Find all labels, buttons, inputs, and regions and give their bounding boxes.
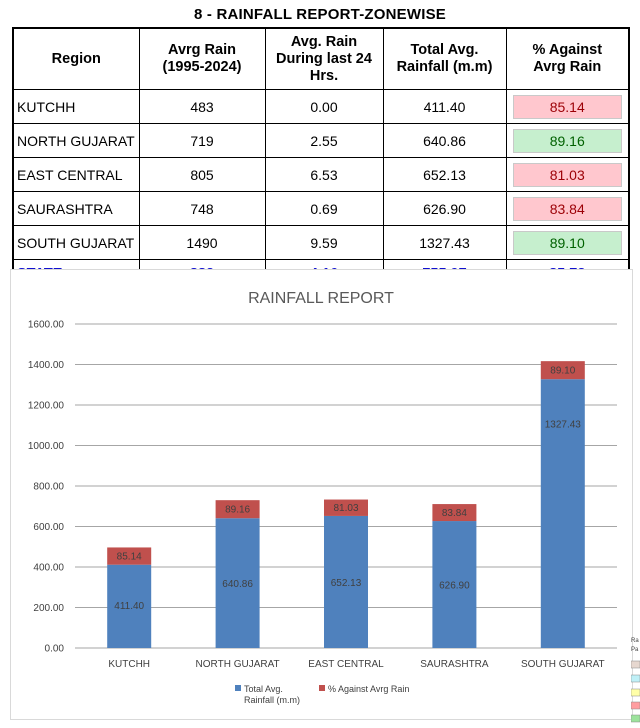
- bar-pct-against-avg: [432, 504, 477, 522]
- report-title: 8 - RAINFALL REPORT-ZONEWISE: [193, 6, 446, 23]
- avg-cell: 483: [138, 89, 266, 124]
- bar-pct-against-avg: [540, 361, 585, 380]
- data-label: 1327.43: [545, 420, 582, 431]
- legend-swatch-total: [235, 685, 241, 691]
- last24-cell: 6.53: [264, 157, 384, 192]
- x-tick-label: KUTCHH: [108, 659, 150, 670]
- last24-cell: 9.59: [264, 225, 384, 260]
- table-header-row: Region Avrg Rain (1995-2024) Avg. Rain Dur…: [12, 27, 630, 90]
- bar-total-rainfall: [540, 379, 585, 648]
- total-cell: 411.40: [382, 89, 507, 124]
- region-cell: NORTH GUJARAT: [12, 123, 140, 158]
- region-cell: SAURASHTRA: [12, 191, 140, 226]
- svg-text:Pa: Pa: [631, 647, 639, 653]
- legend-swatch-pct: [319, 685, 325, 691]
- bar-pct-against-avg: [324, 499, 368, 516]
- pct-value: 89.10: [512, 230, 622, 255]
- avg-cell: 719: [138, 123, 266, 158]
- x-tick-label: EAST CENTRAL: [308, 659, 384, 670]
- column-header: Avrg Rain (1995-2024): [138, 27, 266, 90]
- column-header: Region: [12, 27, 140, 90]
- last24-cell: 0.69: [264, 191, 384, 226]
- y-tick-label: 800.00: [33, 482, 64, 493]
- region-cell: EAST CENTRAL: [12, 157, 140, 192]
- last24-cell: 0.00: [264, 89, 384, 124]
- y-tick-label: 1600.00: [28, 320, 65, 331]
- y-tick-label: 200.00: [33, 603, 64, 614]
- data-label: 626.90: [439, 580, 470, 591]
- rainfall-chart: RAINFALL REPORT 0.00 200.00 400.00 600.00 800…: [10, 269, 633, 720]
- table-row: SAURASHTRA 748 0.69 626.90 83.84: [12, 191, 630, 226]
- avg-cell: 1490: [138, 225, 266, 260]
- legend-label-total: Total Avg.: [244, 684, 283, 694]
- column-header: % Against Avrg Rain: [505, 27, 630, 90]
- pct-cell: 89.16: [505, 123, 630, 158]
- rainfall-table: Region Avrg Rain (1995-2024) Avg. Rain Dur…: [12, 27, 630, 289]
- avg-cell: 805: [138, 157, 266, 192]
- chart-title: RAINFALL REPORT: [248, 290, 394, 307]
- pct-cell: 85.14: [505, 89, 630, 124]
- x-tick-label: SOUTH GUJARAT: [521, 659, 605, 670]
- table-row: NORTH GUJARAT 719 2.55 640.86 89.16: [12, 123, 630, 158]
- legend-label-pct: % Against Avrg Rain: [328, 684, 409, 694]
- data-label: 411.40: [114, 601, 144, 612]
- bar-total-rainfall: [432, 521, 477, 648]
- avg-cell: 748: [138, 191, 266, 226]
- chart-canvas: RAINFALL REPORT 0.00 200.00 400.00 600.00 800…: [28, 290, 617, 705]
- bar-total-rainfall: [215, 518, 260, 648]
- data-label: 640.86: [222, 579, 253, 590]
- bar-total-rainfall: [324, 515, 368, 648]
- pct-cell: 81.03: [505, 157, 630, 192]
- table-row: EAST CENTRAL 805 6.53 652.13 81.03: [12, 157, 630, 192]
- column-header: Total Avg. Rainfall (m.m): [382, 27, 507, 90]
- pct-value: 83.84: [512, 196, 622, 221]
- data-label: 89.16: [225, 505, 250, 516]
- y-tick-label: 1000.00: [28, 441, 65, 452]
- total-cell: 652.13: [382, 157, 507, 192]
- region-cell: KUTCHH: [12, 89, 140, 124]
- data-label: 652.13: [331, 578, 362, 589]
- region-cell: SOUTH GUJARAT: [12, 225, 140, 260]
- bar-total-rainfall: [107, 564, 152, 648]
- last24-cell: 2.55: [264, 123, 384, 158]
- x-tick-label: SAURASHTRA: [420, 659, 489, 670]
- pct-value: 85.14: [512, 94, 622, 119]
- total-cell: 1327.43: [382, 225, 507, 260]
- total-cell: 640.86: [382, 123, 507, 158]
- data-label: 85.14: [117, 552, 142, 563]
- y-tick-label: 0.00: [45, 644, 65, 655]
- table-row: KUTCHH 483 0.00 411.40 85.14: [12, 89, 630, 124]
- table-row: SOUTH GUJARAT 1490 9.59 1327.43 89.10: [12, 225, 630, 260]
- bar-pct-against-avg: [215, 500, 260, 519]
- data-label: 83.84: [442, 508, 467, 519]
- y-tick-label: 600.00: [33, 522, 64, 533]
- y-tick-label: 1200.00: [28, 401, 65, 412]
- legend-label-total-line2: Rainfall (m.m): [244, 695, 300, 705]
- svg-text:Ra: Ra: [631, 638, 639, 644]
- bar-pct-against-avg: [107, 547, 152, 565]
- pct-value: 89.16: [512, 128, 622, 153]
- data-label: 81.03: [333, 503, 358, 514]
- pct-value: 81.03: [512, 162, 622, 187]
- x-tick-label: NORTH GUJARAT: [196, 659, 280, 670]
- y-tick-label: 400.00: [33, 563, 64, 574]
- column-header: Avg. Rain During last 24 Hrs.: [264, 27, 384, 90]
- data-label: 89.10: [550, 366, 575, 377]
- pct-cell: 83.84: [505, 191, 630, 226]
- pct-cell: 89.10: [505, 225, 630, 260]
- total-cell: 626.90: [382, 191, 507, 226]
- y-tick-label: 1400.00: [28, 360, 65, 371]
- clipped-side-legend: Ra Pa: [630, 633, 640, 723]
